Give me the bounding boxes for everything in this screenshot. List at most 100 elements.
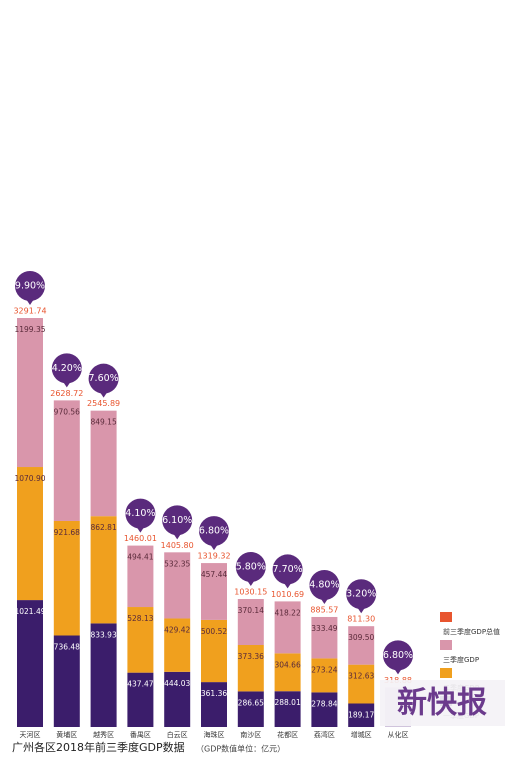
- bar-segment: [311, 692, 338, 727]
- x-tick-label: 天河区: [20, 731, 41, 739]
- growth-label: 6.10%: [162, 515, 192, 526]
- growth-label: 4.20%: [52, 363, 82, 374]
- total-label: 3291.74: [13, 307, 46, 316]
- value-label: 833.93: [90, 630, 116, 639]
- value-label: 288.01: [274, 698, 300, 707]
- growth-bubble: [51, 353, 82, 384]
- value-label: 1021.49: [14, 607, 45, 616]
- bar-segment: [164, 552, 191, 619]
- value-label: 528.13: [127, 614, 153, 623]
- x-tick-label: 白云区: [167, 730, 188, 739]
- bar-segment: [17, 600, 43, 727]
- bar-segment: [201, 619, 227, 683]
- x-tick-label: 荔湾区: [314, 730, 335, 739]
- growth-label: 6.80%: [383, 650, 413, 661]
- value-label: 273.24: [311, 665, 337, 674]
- bar-segment: [237, 599, 264, 645]
- bar-segment: [164, 671, 191, 727]
- bar-segment: [201, 563, 227, 620]
- total-label: 885.57: [310, 605, 338, 614]
- total-label: 2628.72: [50, 389, 83, 398]
- x-tick-label: 番禺区: [130, 731, 151, 739]
- value-label: 500.52: [201, 627, 227, 636]
- growth-label: 4.10%: [125, 508, 155, 519]
- total-label: 1460.01: [124, 534, 157, 543]
- value-label: 312.63: [348, 672, 374, 681]
- bar-segment: [237, 691, 264, 727]
- bar-segment: [348, 703, 375, 727]
- bar-segment: [348, 664, 375, 704]
- value-label: 278.84: [311, 699, 337, 708]
- legend-swatch: [440, 612, 452, 622]
- value-label: 970.56: [54, 407, 80, 416]
- bar-segment: [274, 601, 301, 654]
- growth-bubble: [309, 569, 340, 600]
- bar-segment: [17, 318, 43, 468]
- x-tick-label: 从化区: [388, 730, 409, 739]
- bar-segment: [237, 644, 264, 692]
- value-label: 333.49: [311, 624, 337, 633]
- growth-label: 9.90%: [15, 281, 45, 292]
- total-label: 1405.80: [161, 541, 194, 550]
- value-label: 921.68: [54, 528, 80, 537]
- value-label: 457.44: [201, 570, 227, 579]
- value-label: 444.03: [164, 679, 190, 688]
- x-tick-label: 增城区: [351, 730, 372, 739]
- bar-segment: [311, 616, 338, 659]
- value-label: 286.65: [238, 698, 264, 707]
- bar-segment: [127, 672, 154, 727]
- bar-segment: [90, 623, 117, 727]
- legend-swatch: [440, 640, 452, 650]
- bar-segment: [90, 516, 117, 624]
- growth-label: 7.70%: [273, 564, 303, 575]
- value-label: 304.66: [274, 660, 300, 669]
- value-label: 370.14: [238, 606, 264, 615]
- bar-segment: [53, 635, 80, 727]
- value-label: 309.50: [348, 633, 374, 642]
- chart-title: 广州各区2018年前三季度GDP数据: [12, 740, 185, 754]
- value-label: 429.42: [164, 625, 190, 634]
- watermark-box: [380, 680, 505, 726]
- growth-bubble: [346, 579, 377, 610]
- value-label: 1199.35: [14, 325, 45, 334]
- value-label: 437.47: [127, 680, 153, 689]
- bar-segment: [274, 691, 301, 727]
- watermark: 新快报: [397, 686, 487, 721]
- value-label: 361.36: [201, 689, 227, 698]
- bar-segment: [274, 653, 301, 692]
- legend-label: 三季度GDP: [443, 655, 479, 664]
- growth-bubble: [199, 516, 229, 547]
- value-label: 189.17: [348, 710, 374, 719]
- growth-bubble: [383, 640, 413, 671]
- growth-label: 5.80%: [236, 562, 266, 573]
- chart-subtitle: （GDP数值单位：亿元）: [196, 744, 285, 754]
- bar-segment: [164, 618, 191, 672]
- growth-bubble: [125, 498, 156, 529]
- total-label: 811.30: [347, 615, 375, 624]
- value-label: 373.36: [238, 652, 264, 661]
- legend-swatch: [440, 668, 452, 678]
- x-tick-label: 黄埔区: [56, 730, 77, 739]
- legend-label: 前三季度GDP总值: [443, 627, 500, 636]
- x-tick-label: 花都区: [277, 730, 298, 739]
- growth-bubble: [88, 363, 119, 394]
- value-label: 849.15: [90, 418, 116, 427]
- bar-segment: [127, 607, 154, 673]
- total-label: 2545.89: [87, 399, 120, 408]
- value-label: 494.41: [127, 553, 153, 562]
- growth-label: 6.80%: [199, 526, 229, 537]
- value-label: 736.48: [54, 642, 80, 651]
- bar-segment: [17, 467, 43, 601]
- value-label: 1070.90: [14, 474, 45, 483]
- growth-bubble: [272, 554, 303, 585]
- total-label: 1319.32: [197, 552, 230, 561]
- growth-label: 3.20%: [346, 589, 376, 600]
- bar-segment: [311, 658, 338, 693]
- bar-segment: [90, 410, 117, 517]
- bar-segment: [201, 682, 227, 727]
- total-label: 1010.69: [271, 590, 304, 599]
- bar-segment: [53, 520, 80, 636]
- bar-segment: [348, 626, 375, 665]
- total-label: 1030.15: [234, 588, 267, 597]
